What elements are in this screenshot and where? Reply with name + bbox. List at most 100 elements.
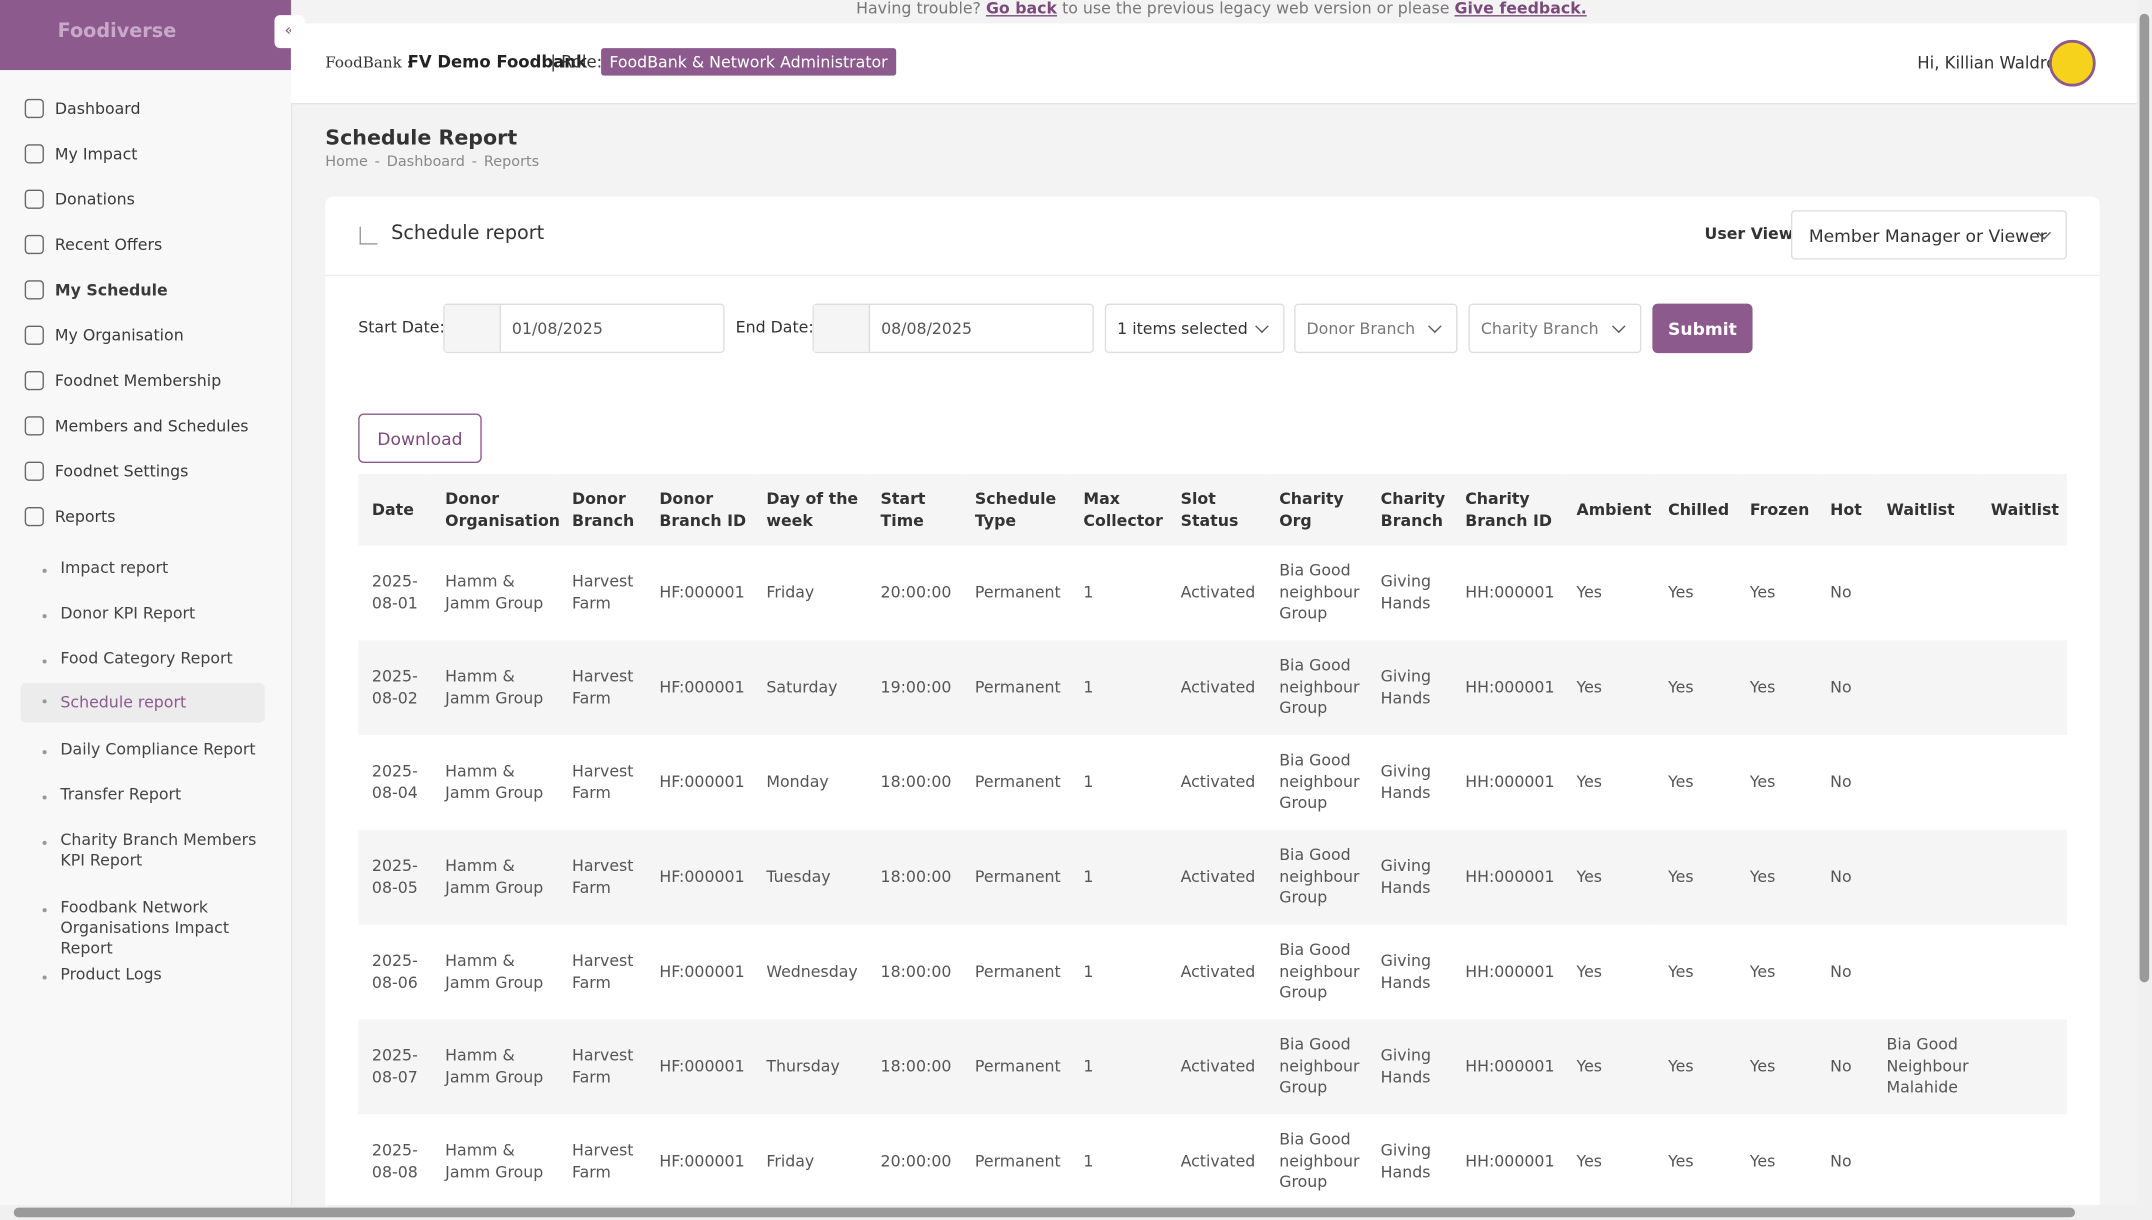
h-scrollbar[interactable] (0, 1205, 2137, 1220)
header: FoodBank : FV Demo Foodbank | Role: Food… (291, 23, 2137, 104)
table-cell: 2025-08-08 (358, 1114, 431, 1209)
table-cell: Permanent (961, 925, 1069, 1020)
nav-item[interactable]: My Organisation (25, 326, 267, 345)
end-date[interactable]: 08/08/2025 (812, 304, 1093, 353)
table-cell: No (1816, 735, 1872, 830)
column-header: Charity Branch ID (1451, 474, 1562, 545)
table-cell (2063, 830, 2067, 925)
nav-item[interactable]: My Schedule (25, 280, 267, 299)
download-button[interactable]: Download (358, 414, 482, 463)
table-cell: Harvest Farm (558, 545, 645, 640)
table-cell: Harvest Farm (558, 830, 645, 925)
banner-text: Having trouble? (856, 0, 981, 18)
table-cell: No (1816, 925, 1872, 1020)
table-cell: 20:00:00 (867, 1114, 961, 1209)
table-cell: Harvest Farm (558, 925, 645, 1020)
table-cell: Hamm & Jamm Group (431, 735, 558, 830)
table-cell: HF:000001 (646, 1019, 753, 1114)
nav-item[interactable]: Dashboard (25, 99, 267, 118)
table-cell: Permanent (961, 735, 1069, 830)
nav-item[interactable]: Members and Schedules (25, 416, 267, 435)
table-cell: 18:00:00 (867, 830, 961, 925)
nav-label: My Schedule (55, 280, 168, 299)
table-cell: Yes (1654, 1019, 1736, 1114)
table-cell: HH:000001 (1451, 545, 1562, 640)
report-link[interactable]: Donor KPI Report (21, 598, 265, 630)
report-link[interactable]: Transfer Report (21, 779, 265, 811)
greeting[interactable]: Hi, Killian Waldron (1917, 54, 2067, 73)
nav-item[interactable]: Reports (25, 507, 267, 526)
charity-branch-select[interactable]: Charity Branch (1468, 304, 1641, 353)
user-view-select[interactable]: Member Manager or Viewer (1791, 210, 2067, 259)
nav-icon (25, 190, 44, 209)
end-label: End Date: (736, 317, 814, 336)
brand: Foodiverse (58, 21, 177, 43)
report-link[interactable]: Impact report (21, 552, 265, 584)
report-link[interactable]: Product Logs (21, 959, 265, 991)
report-link[interactable]: Food Category Report (21, 643, 265, 675)
nav-item[interactable]: Foodnet Membership (25, 371, 267, 390)
report-link[interactable]: Foodbank Network Organisations Impact Re… (21, 892, 265, 965)
table-cell: HH:000001 (1451, 1114, 1562, 1209)
report-link[interactable]: Daily Compliance Report (21, 734, 265, 766)
report-link[interactable]: Charity Branch Members KPI Report (21, 824, 265, 876)
nav-item[interactable]: My Impact (25, 144, 267, 163)
breadcrumb[interactable]: Dashboard (387, 154, 465, 170)
table-cell (2063, 735, 2067, 830)
table-cell (1977, 545, 2063, 640)
nav-icon (25, 280, 44, 299)
go-back-link[interactable]: Go back (986, 0, 1057, 18)
table-cell: 18:00:00 (867, 925, 961, 1020)
submit-button[interactable]: Submit (1652, 304, 1752, 353)
column-header: Start Time (867, 474, 961, 545)
column-header: Max Collector (1070, 474, 1167, 545)
start-date[interactable]: 01/08/2025 (443, 304, 724, 353)
charity-branch-placeholder: Charity Branch (1481, 319, 1599, 338)
table-cell: 20:00:00 (867, 545, 961, 640)
table-cell: Yes (1563, 830, 1655, 925)
end-date-value: 08/08/2025 (881, 319, 972, 338)
table-cell: Yes (1563, 735, 1655, 830)
report-link[interactable]: Schedule report (21, 683, 265, 723)
column-header: Donor Organisation (431, 474, 558, 545)
nav-item[interactable]: Recent Offers (25, 235, 267, 254)
v-thumb[interactable] (2140, 14, 2150, 983)
table-cell: Friday (753, 545, 867, 640)
table-cell: Yes (1654, 925, 1736, 1020)
table-cell: 1 (1070, 640, 1167, 735)
table-cell: Tuesday (753, 830, 867, 925)
donor-branch-select[interactable]: Donor Branch (1294, 304, 1457, 353)
table-cell: Activated (1167, 830, 1266, 925)
table-row: 2025-08-08Hamm & Jamm GroupHarvest FarmH… (358, 1114, 2067, 1209)
table-cell: 2025-08-05 (358, 830, 431, 925)
table-row: 2025-08-06Hamm & Jamm GroupHarvest FarmH… (358, 925, 2067, 1020)
nav-item[interactable]: Foodnet Settings (25, 462, 267, 481)
table-cell: HH:000001 (1451, 925, 1562, 1020)
table-cell: Wednesday (753, 925, 867, 1020)
items-select[interactable]: 1 items selected (1105, 304, 1285, 353)
calendar-icon (814, 305, 870, 352)
nav-item[interactable]: Donations (25, 190, 267, 209)
h-thumb[interactable] (14, 1208, 2075, 1218)
separator: - (375, 154, 380, 170)
nav-label: My Impact (55, 144, 138, 163)
column-header: Slot Status (1167, 474, 1266, 545)
logo[interactable]: Foodiverse (0, 0, 291, 70)
table-cell: Yes (1563, 545, 1655, 640)
table-cell: Bia Good Neighbour Malahide (1873, 1019, 1977, 1114)
table-cell: 2025-08-01 (358, 545, 431, 640)
page-title: Schedule Report (325, 125, 517, 150)
table-cell: Bia Good neighbour Group (1266, 1114, 1367, 1209)
table-cell (2063, 1114, 2067, 1209)
feedback-link[interactable]: Give feedback. (1454, 0, 1586, 18)
table-cell: Yes (1654, 545, 1736, 640)
table-cell (1873, 1114, 1977, 1209)
table-cell (1873, 830, 1977, 925)
breadcrumb[interactable]: Reports (484, 154, 539, 170)
v-scrollbar[interactable] (2137, 0, 2152, 1220)
table-cell (1977, 1114, 2063, 1209)
avatar[interactable] (2049, 40, 2096, 87)
table-cell: Yes (1736, 735, 1816, 830)
breadcrumb[interactable]: Home (325, 154, 368, 170)
start-label: Start Date: (358, 317, 445, 336)
